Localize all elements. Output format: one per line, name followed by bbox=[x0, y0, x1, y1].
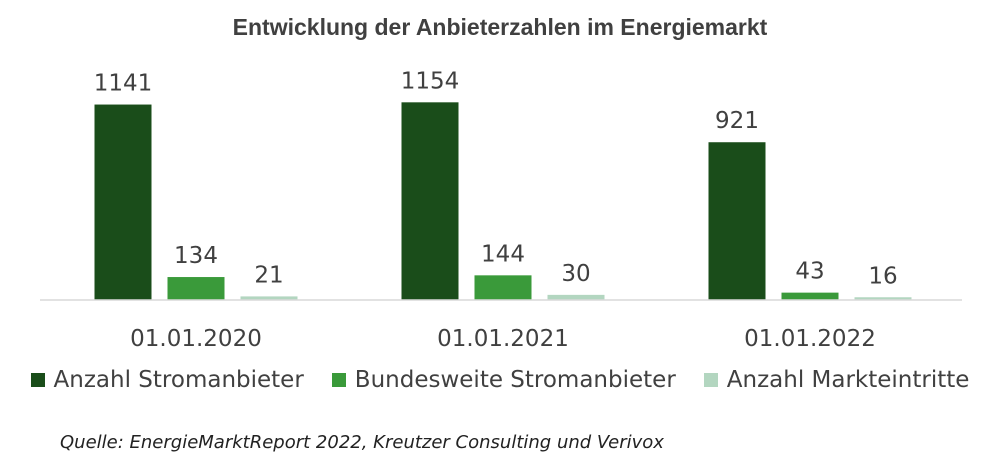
legend-swatch bbox=[331, 373, 346, 387]
legend-item-anzahl-markteintritte: Anzahl Markteintritte bbox=[703, 367, 970, 393]
bar-2-3 bbox=[781, 292, 839, 300]
data-label-1-3: 921 bbox=[715, 108, 759, 134]
bar-1-1 bbox=[94, 104, 152, 301]
chart-title: Entwicklung der Anbieterzahlen im Energi… bbox=[232, 14, 768, 40]
bar-3-1 bbox=[240, 296, 298, 300]
bar-1-3 bbox=[708, 142, 766, 300]
bar-3-2 bbox=[547, 294, 605, 300]
legend-item-anzahl-stromanbieter: Anzahl Stromanbieter bbox=[30, 367, 304, 393]
category-label-2: 01.01.2021 bbox=[437, 326, 569, 352]
bars-group bbox=[94, 102, 912, 301]
legend: Anzahl Stromanbieter Bundesweite Stroman… bbox=[0, 367, 1000, 393]
legend-label: Bundesweite Stromanbieter bbox=[354, 367, 676, 393]
category-labels-group: 01.01.2020 01.01.2021 01.01.2022 bbox=[130, 326, 876, 352]
bar-2-2 bbox=[474, 275, 532, 300]
data-label-2-2: 144 bbox=[481, 241, 525, 267]
legend-item-bundesweite-stromanbieter: Bundesweite Stromanbieter bbox=[331, 367, 676, 393]
bar-3-3 bbox=[854, 297, 912, 300]
legend-label: Anzahl Markteintritte bbox=[726, 367, 970, 393]
data-label-1-1: 1141 bbox=[94, 71, 153, 97]
data-label-2-3: 43 bbox=[795, 259, 824, 285]
data-label-3-3: 16 bbox=[868, 263, 897, 289]
data-label-3-2: 30 bbox=[561, 261, 590, 287]
legend-label: Anzahl Stromanbieter bbox=[53, 367, 304, 393]
legend-swatch bbox=[30, 373, 45, 387]
category-label-3: 01.01.2022 bbox=[744, 326, 876, 352]
data-label-2-1: 134 bbox=[174, 243, 218, 269]
data-label-3-1: 21 bbox=[254, 262, 283, 288]
value-labels-group: 1141 1154 921 134 144 43 21 30 16 bbox=[94, 68, 898, 289]
source-note: Quelle: EnergieMarktReport 2022, Kreutze… bbox=[60, 432, 664, 453]
legend-swatch bbox=[703, 373, 718, 387]
category-label-1: 01.01.2020 bbox=[130, 326, 262, 352]
bar-2-1 bbox=[167, 277, 225, 300]
data-label-1-2: 1154 bbox=[401, 68, 460, 94]
bar-1-2 bbox=[401, 102, 459, 301]
